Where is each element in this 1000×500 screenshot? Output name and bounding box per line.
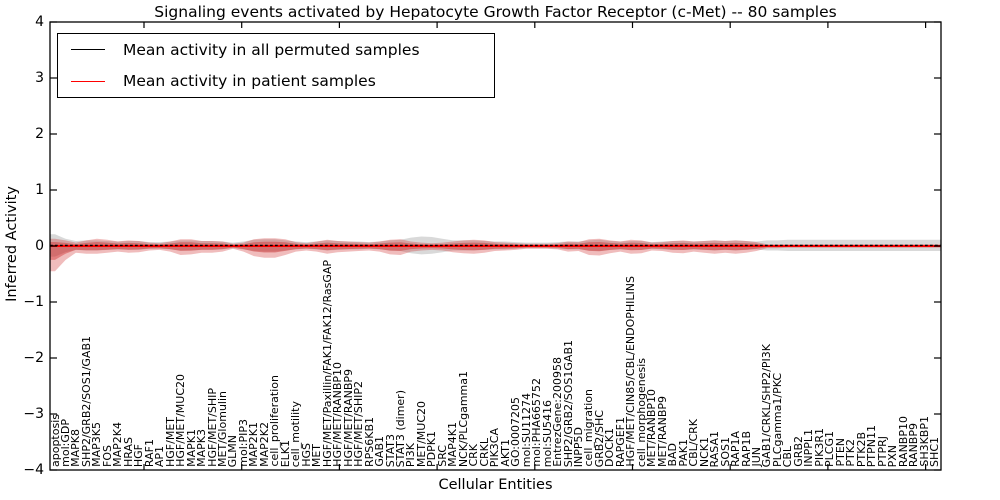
permuted-line-sample: [71, 49, 105, 51]
y-tick-label: −3: [23, 406, 44, 422]
y-tick-label: 3: [35, 70, 44, 86]
y-tick-label: 4: [35, 14, 44, 30]
legend-label-permuted: Mean activity in all permuted samples: [123, 40, 420, 59]
y-tick-label: −4: [23, 462, 44, 478]
y-tick-label: −1: [23, 294, 44, 310]
y-tick-label: 1: [35, 182, 44, 198]
y-tick-label: 0: [35, 238, 44, 254]
legend: Mean activity in all permuted samples Me…: [57, 33, 495, 98]
y-tick-label: −2: [23, 350, 44, 366]
legend-label-patient: Mean activity in patient samples: [123, 72, 376, 91]
chart-title: Signaling events activated by Hepatocyte…: [154, 3, 837, 21]
y-tick-label: 2: [35, 126, 44, 142]
x-tick-label: SHC1: [927, 437, 941, 467]
axes-frame: [49, 21, 942, 471]
patient-line-sample: [71, 80, 105, 82]
x-axis-label: Cellular Entities: [438, 477, 553, 493]
legend-row-permuted: Mean activity in all permuted samples: [58, 36, 494, 64]
legend-row-patient: Mean activity in patient samples: [58, 67, 494, 95]
